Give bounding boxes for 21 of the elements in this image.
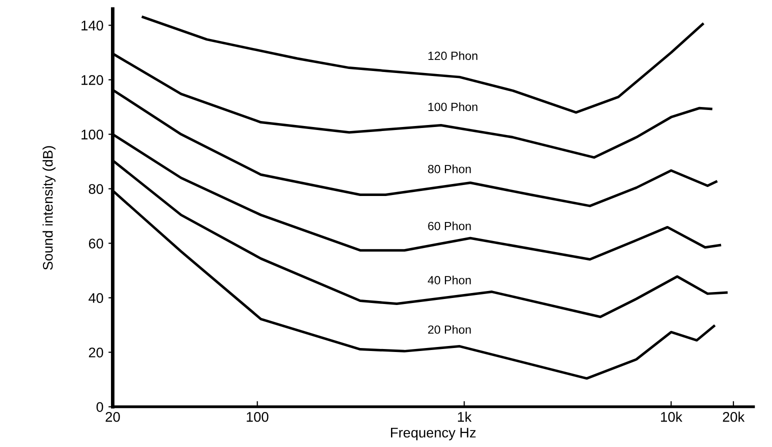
y-tick-label: 40 bbox=[88, 293, 104, 303]
y-tick-label: 100 bbox=[82, 130, 104, 140]
x-tick-label: 20 bbox=[106, 412, 120, 422]
y-tick-label: 120 bbox=[82, 75, 104, 85]
x-tick-label: 100 bbox=[246, 412, 268, 422]
series-label: 80 Phon bbox=[428, 164, 471, 174]
y-tick-label: 20 bbox=[88, 348, 104, 358]
y-tick-label: 80 bbox=[88, 184, 104, 194]
y-tick-label: 140 bbox=[82, 20, 104, 30]
series-label: 120 Phon bbox=[428, 51, 478, 60]
x-tick-label: 10k bbox=[661, 412, 682, 422]
series-label: 40 Phon bbox=[428, 276, 471, 284]
y-axis-title: Sound intensity (dB) bbox=[42, 146, 56, 270]
x-tick-label: 1k bbox=[458, 412, 472, 422]
y-tick-label: 0 bbox=[96, 402, 104, 412]
series-label: 100 Phon bbox=[428, 102, 478, 112]
y-tick-label: 60 bbox=[88, 238, 104, 248]
series-label: 60 Phon bbox=[428, 222, 471, 230]
x-tick-label: 20k bbox=[722, 412, 745, 422]
series-label: 20 Phon bbox=[428, 325, 471, 334]
x-axis-title: Frequency Hz bbox=[391, 428, 476, 440]
